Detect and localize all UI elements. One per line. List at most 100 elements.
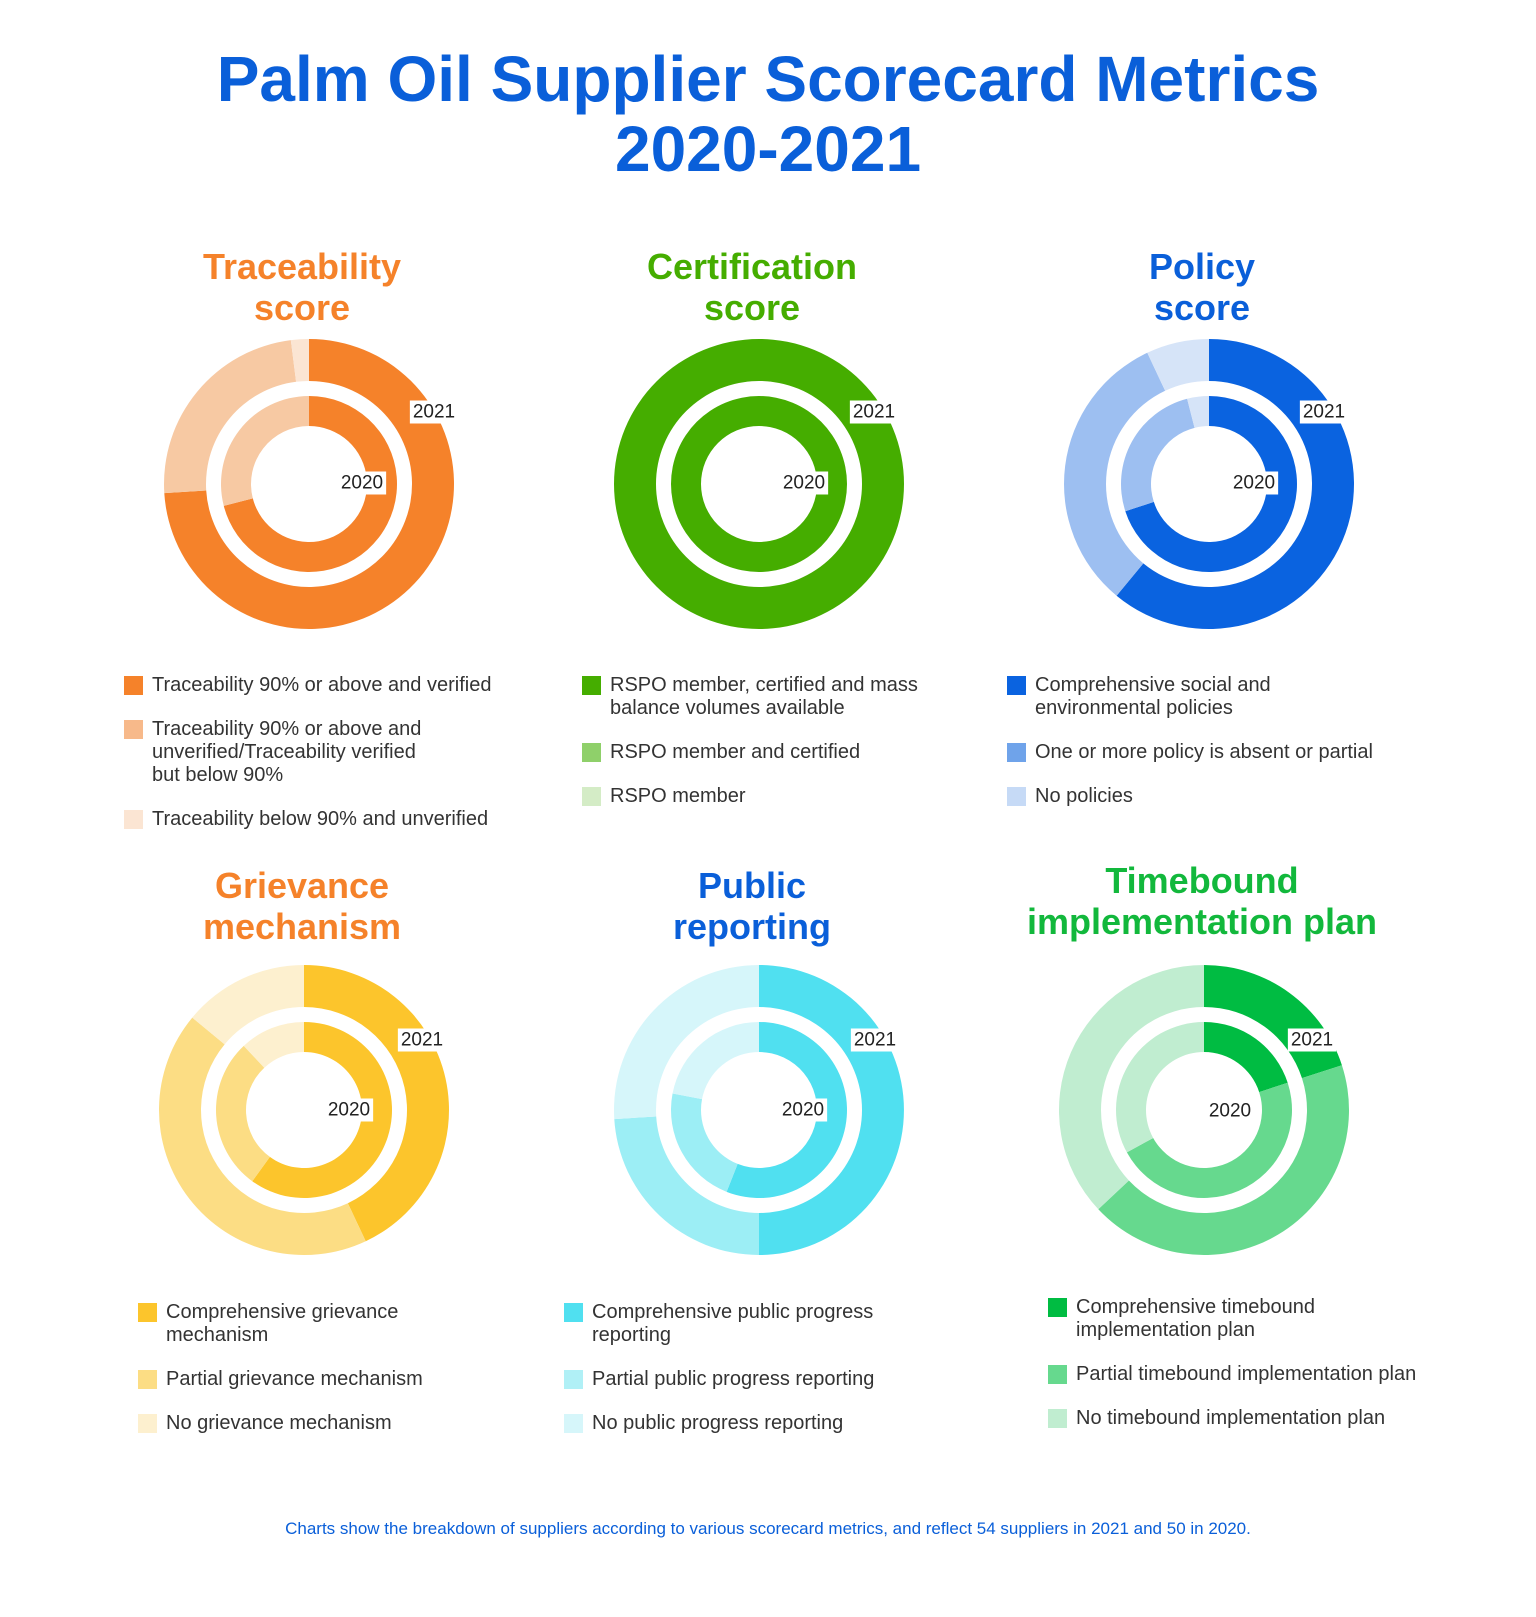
legend-label-line: mechanism bbox=[166, 1324, 269, 1346]
legend-swatch bbox=[138, 1414, 157, 1433]
outer-ring-slice-rspo-member-certified-and-mass-balance-v bbox=[614, 339, 904, 629]
inner-ring-slice-traceability-90-or-above-and-verified bbox=[223, 396, 397, 572]
legend-swatch bbox=[124, 720, 143, 739]
outer-ring-slice-no-grievance-mechanism bbox=[192, 965, 304, 1045]
legend-label-line: RSPO member, certified and mass bbox=[610, 674, 918, 696]
outer-ring-year-label-text: 2021 bbox=[1303, 402, 1345, 423]
legend-swatch bbox=[564, 1370, 583, 1389]
outer-ring-year-label: 2021 bbox=[1299, 400, 1349, 424]
inner-ring-year-label: 2020 bbox=[337, 471, 387, 495]
outer-ring-slice-comprehensive-social-and-environmental-p bbox=[1116, 339, 1354, 629]
inner-ring-year-label-background bbox=[779, 471, 829, 495]
inner-ring-slice-rspo-member-certified-and-mass-balance-v bbox=[671, 396, 847, 572]
inner-ring-year-label-background bbox=[778, 1098, 828, 1122]
legend-label-line: No grievance mechanism bbox=[166, 1412, 392, 1434]
legend-label: Comprehensive public progress reporting bbox=[592, 1301, 873, 1347]
chart-panel-traceability: Traceability score 2021 2020 Traceability 90… bbox=[62, 246, 542, 846]
legend-label: Traceability 90% or above and verified bbox=[152, 674, 491, 697]
inner-ring-slice-no-policies bbox=[1187, 396, 1209, 428]
chart-title-line-2: reporting bbox=[673, 906, 831, 947]
legend-swatch bbox=[124, 676, 143, 695]
inner-ring-year-label-background bbox=[324, 1098, 374, 1122]
inner-ring-year-label: 2020 bbox=[778, 1098, 828, 1122]
legend: Traceability 90% or above and verified Tr… bbox=[124, 674, 491, 852]
legend: Comprehensive grievance mechanism Partial … bbox=[138, 1301, 423, 1456]
legend-item: Comprehensive timebound implementation pl… bbox=[1048, 1296, 1416, 1342]
donut-chart: 2021 2020 bbox=[1059, 965, 1349, 1255]
inner-ring-year-label-text: 2020 bbox=[783, 473, 825, 494]
outer-ring-year-label: 2021 bbox=[850, 1028, 900, 1052]
legend-item: One or more policy is absent or partial bbox=[1007, 741, 1373, 764]
legend-label-line: Comprehensive social and bbox=[1035, 674, 1271, 696]
inner-ring-slice-comprehensive-social-and-environmental-p bbox=[1125, 396, 1297, 572]
legend-label: No public progress reporting bbox=[592, 1412, 843, 1435]
legend-label: No policies bbox=[1035, 785, 1133, 808]
inner-ring-year-label: 2020 bbox=[1229, 471, 1279, 495]
legend-item: RSPO member, certified and mass balance v… bbox=[582, 674, 918, 720]
donut-chart: 2021 2020 bbox=[614, 965, 904, 1255]
inner-ring-slice-comprehensive-grievance-mechanism bbox=[252, 1022, 393, 1198]
chart-title-line-1: Policy bbox=[1148, 246, 1256, 287]
chart-title-line-2: implementation plan bbox=[1026, 901, 1378, 942]
chart-title-line-1: Timebound bbox=[1105, 860, 1299, 901]
inner-ring-year-label-background bbox=[1205, 1099, 1255, 1123]
legend-label: Partial public progress reporting bbox=[592, 1368, 874, 1391]
outer-ring-slice-partial-public-progress-reporting bbox=[614, 1116, 759, 1255]
legend-swatch bbox=[1048, 1409, 1067, 1428]
inner-ring-year-label: 2020 bbox=[324, 1098, 374, 1122]
inner-ring-year-label-background bbox=[1229, 471, 1279, 495]
outer-ring-slice-partial-timebound-implementation-plan bbox=[1098, 1065, 1349, 1255]
legend-label-line: Traceability 90% or above and bbox=[152, 718, 422, 740]
donut-chart: 2021 2020 bbox=[164, 339, 459, 629]
legend-label: No timebound implementation plan bbox=[1076, 1407, 1385, 1430]
inner-ring-slice-traceability-90-or-above-and-unverified- bbox=[221, 396, 309, 506]
legend-label-line: Comprehensive public progress bbox=[592, 1301, 874, 1323]
outer-ring-year-label-text: 2021 bbox=[401, 1030, 443, 1051]
chart-title: Timebound implementation plan bbox=[962, 860, 1442, 942]
inner-ring-year-label-text: 2020 bbox=[1233, 473, 1275, 494]
legend-label: One or more policy is absent or partial bbox=[1035, 741, 1373, 764]
outer-ring-year-label-text: 2021 bbox=[1291, 1030, 1333, 1051]
outer-ring-slice-partial-grievance-mechanism bbox=[159, 1017, 366, 1255]
inner-ring-slice-partial-grievance-mechanism bbox=[215, 1045, 270, 1182]
legend-item: Comprehensive social and environmental po… bbox=[1007, 674, 1373, 720]
legend-label: No grievance mechanism bbox=[166, 1412, 392, 1435]
legend-label: RSPO member bbox=[610, 785, 746, 808]
legend-swatch bbox=[1007, 743, 1026, 762]
outer-ring-year-label-background bbox=[397, 1028, 447, 1052]
inner-ring-slice-no-public-progress-reporting bbox=[672, 1022, 759, 1100]
outer-ring-year-label-text: 2021 bbox=[413, 402, 455, 423]
inner-ring-year-label: 2020 bbox=[1205, 1099, 1255, 1123]
inner-ring-year-label-text: 2020 bbox=[341, 473, 383, 494]
donut-chart: 2021 2020 bbox=[1064, 339, 1354, 629]
legend: Comprehensive public progress reporting Pa… bbox=[564, 1301, 874, 1456]
legend-swatch bbox=[1048, 1365, 1067, 1384]
legend-swatch bbox=[138, 1370, 157, 1389]
legend-item: No policies bbox=[1007, 785, 1373, 808]
chart-panel-timebound: Timebound implementation plan 2021 2020 Comp… bbox=[962, 860, 1442, 1460]
inner-ring-slice-comprehensive-public-progress-reporting bbox=[726, 1022, 847, 1198]
legend-label-line: RSPO member and certified bbox=[610, 741, 861, 763]
legend-label-line: Partial grievance mechanism bbox=[166, 1368, 423, 1390]
outer-ring-year-label: 2021 bbox=[849, 400, 899, 424]
chart-title: Certification score bbox=[512, 246, 992, 328]
legend: Comprehensive social and environmental po… bbox=[1007, 674, 1373, 829]
outer-ring-year-label-text: 2021 bbox=[853, 402, 895, 423]
inner-ring-year-label-text: 2020 bbox=[1209, 1101, 1251, 1122]
legend-swatch bbox=[138, 1303, 157, 1322]
legend-swatch bbox=[564, 1414, 583, 1433]
legend-swatch bbox=[1048, 1298, 1067, 1317]
outer-ring-year-label: 2021 bbox=[409, 400, 459, 424]
legend-label-line: No policies bbox=[1035, 785, 1133, 807]
legend-swatch bbox=[564, 1303, 583, 1322]
legend-item: Partial grievance mechanism bbox=[138, 1368, 423, 1391]
legend: RSPO member, certified and mass balance v… bbox=[582, 674, 918, 829]
outer-ring-year-label: 2021 bbox=[397, 1028, 447, 1052]
legend-label-line: Traceability 90% or above and verified bbox=[152, 674, 492, 696]
legend-label-line: One or more policy is absent or partial bbox=[1035, 741, 1373, 763]
legend-label: RSPO member, certified and mass balance v… bbox=[610, 674, 918, 720]
chart-panel-policy: Policy score 2021 2020 Comprehensive social … bbox=[962, 246, 1442, 846]
outer-ring-slice-traceability-below-90-and-unverified bbox=[290, 339, 309, 382]
chart-title-line-1: Grievance bbox=[214, 865, 390, 906]
legend-label-line: No timebound implementation plan bbox=[1076, 1407, 1386, 1429]
